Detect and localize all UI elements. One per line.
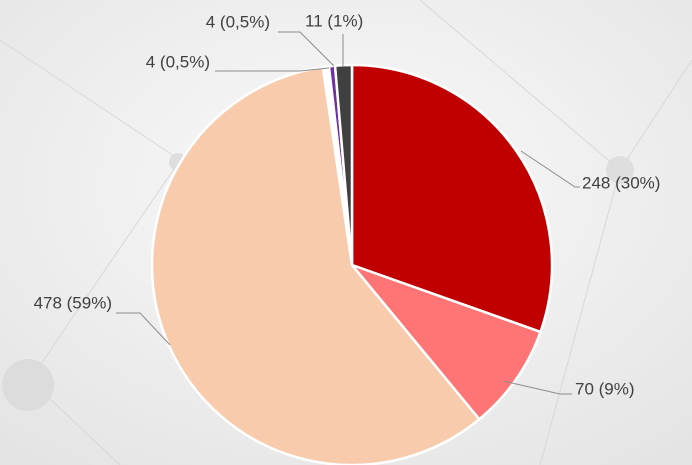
leader-line — [215, 67, 330, 72]
pie — [150, 63, 554, 465]
data-label: 248 (30%) — [582, 173, 660, 192]
data-label: 4 (0,5%) — [206, 12, 270, 31]
labels: 248 (30%) 70 (9%) 478 (59%) 4 (0,5%) 4 (0,5%… — [34, 11, 661, 398]
data-label: 11 (1%) — [305, 11, 363, 30]
leader-line — [278, 31, 335, 67]
pie-slice — [350, 263, 542, 421]
leader-line — [520, 150, 580, 188]
leader-line — [116, 312, 171, 346]
pie-slice — [350, 63, 554, 334]
data-label: 478 (59%) — [34, 293, 112, 312]
leader-line — [502, 380, 572, 395]
pie-slice — [333, 63, 354, 267]
data-label: 70 (9%) — [575, 379, 635, 398]
data-label: 4 (0,5%) — [146, 52, 210, 71]
pie-slice — [150, 65, 481, 465]
